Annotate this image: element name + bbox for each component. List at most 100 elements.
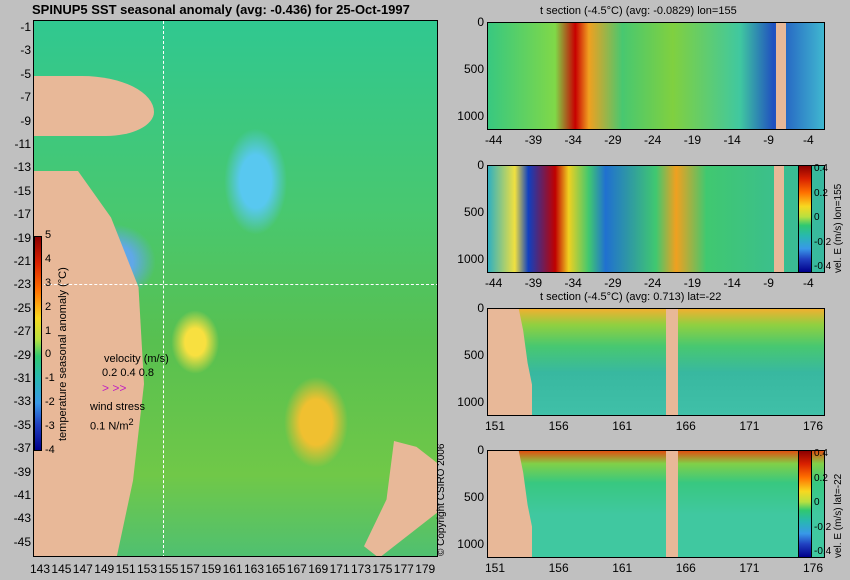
panel-x-tick: -34: [564, 133, 582, 147]
sst-colorbar-tick: 0: [45, 348, 52, 361]
panel-x-tick: -34: [564, 276, 582, 290]
panel-x-tick: -9: [763, 276, 774, 290]
velocity-colorbar-tick: 0.4: [814, 448, 828, 459]
map-x-tick: 159: [201, 562, 222, 576]
panel-y-tick: 500: [463, 62, 484, 76]
panel-x-tick: 161: [612, 561, 633, 575]
velocity-colorbar-tick: 0: [814, 212, 820, 223]
map-x-tick: 157: [179, 562, 200, 576]
sst-colorbar-tick: 5: [45, 229, 52, 241]
map-y-tick: -3: [20, 43, 31, 58]
wind-stress-label: wind stress: [90, 401, 146, 413]
land-mask: [774, 166, 784, 272]
panel-x-tick: -4: [803, 276, 814, 290]
coast-land-mask: [488, 309, 532, 415]
panel-x-tick: 151: [485, 561, 506, 575]
panel-x-tick: 161: [612, 419, 633, 433]
island-land-mask: [666, 451, 678, 557]
panel-x-tick: -44: [485, 276, 503, 290]
panel-x-tick: -39: [524, 276, 543, 290]
map-x-tick: 151: [115, 562, 136, 576]
velocity-colorbar: [798, 450, 812, 558]
sst-colorbar-tick: 1: [45, 324, 52, 337]
velocity-colorbar-tick: -0.2: [814, 236, 832, 248]
map-y-tick: -27: [13, 324, 31, 339]
panel-y-tick: 500: [463, 348, 484, 362]
sst-colorbar-label: temperature seasonal anomaly (°C): [57, 267, 69, 441]
velocity-colorbar-tick: -0.4: [814, 546, 832, 557]
panel-y-tick: 0: [477, 301, 484, 315]
sst-colorbar-tick: -2: [45, 396, 55, 409]
velocity-colorbar-tick: 0.2: [814, 187, 828, 199]
velocity-label: velocity (m/s): [104, 353, 169, 365]
sst-colorbar-tick: -1: [45, 372, 55, 385]
island-land-mask: [666, 309, 678, 415]
map-title: SPINUP5 SST seasonal anomaly (avg: -0.43…: [32, 2, 410, 17]
velocity-scale: 0.2 0.4 0.8: [102, 367, 154, 379]
velocity-colorbar-label: vel. E (m/s) lon=155: [833, 183, 844, 273]
sst-colorbar-tick: 4: [45, 252, 52, 265]
new-zealand-land: [364, 441, 437, 556]
velocity-colorbar-label: vel. E (m/s) lat=-22: [833, 473, 844, 558]
sst-map: temperature seasonal anomaly (°C) veloci…: [33, 20, 438, 557]
map-y-tick: -11: [14, 137, 31, 151]
map-y-tick: -45: [13, 534, 31, 549]
map-x-tick: 143: [30, 562, 51, 576]
new-guinea-land: [34, 76, 154, 136]
panel-x-tick: 166: [675, 561, 696, 575]
panel-x-tick: 176: [803, 419, 824, 433]
panel-y-tick: 0: [477, 15, 484, 29]
panel-x-tick: -19: [683, 133, 702, 147]
map-y-tick: -23: [13, 277, 31, 292]
map-x-tick: 167: [286, 562, 307, 576]
map-x-tick: 179: [415, 562, 436, 576]
panel-x-tick: -14: [723, 276, 741, 290]
velocity-colorbar-tick: -0.2: [814, 521, 832, 533]
panel-x-tick: -29: [604, 276, 622, 290]
panel-x-tick: 171: [739, 561, 760, 575]
map-y-tick: -33: [13, 394, 31, 409]
panel-x-tick: -24: [644, 276, 662, 290]
panel-x-tick: 166: [675, 419, 696, 433]
velocity-colorbar: [798, 165, 812, 273]
map-y-tick: -21: [13, 254, 31, 268]
panel-y-tick: 1000: [457, 537, 484, 551]
wind-stress-scale-sup: 2: [128, 417, 134, 427]
map-y-tick: -25: [13, 300, 31, 315]
panel-x-tick: -44: [485, 133, 503, 147]
panel-x-tick: -4: [803, 133, 814, 147]
crosshair-horizontal: [34, 284, 437, 285]
map-y-tick: -35: [13, 417, 31, 432]
panel-y-tick: 500: [463, 205, 484, 219]
sst-colorbar-tick: 3: [45, 276, 52, 289]
section-panel: [487, 22, 825, 130]
map-y-tick: -31: [13, 371, 31, 385]
map-y-tick: -5: [20, 66, 31, 81]
wind-stress-scale: 0.1 N/m2: [90, 417, 134, 433]
panel-x-tick: -14: [723, 133, 741, 147]
velocity-colorbar-tick: 0.2: [814, 472, 828, 484]
panel-x-tick: 156: [548, 561, 569, 575]
land-mask: [776, 23, 786, 129]
section-panel: [487, 450, 825, 558]
map-y-tick: -13: [13, 160, 31, 175]
coast-land-mask: [488, 451, 532, 557]
map-x-tick: 173: [351, 562, 372, 576]
map-x-tick: 171: [329, 562, 350, 576]
panel-title: t section (-4.5°C) (avg: 0.713) lat=-22: [540, 291, 722, 303]
section-panel: [487, 165, 825, 273]
map-x-tick: 161: [222, 562, 243, 576]
map-y-tick: -19: [13, 230, 31, 245]
panel-x-tick: -24: [644, 133, 662, 147]
velocity-colorbar-tick: -0.4: [814, 261, 832, 272]
panel-y-tick: 1000: [457, 109, 484, 123]
panel-x-tick: 171: [739, 419, 760, 433]
panel-x-tick: 156: [548, 419, 569, 433]
map-y-tick: -37: [13, 441, 31, 456]
panel-x-tick: -9: [763, 133, 774, 147]
wind-stress-scale-text: 0.1 N/m: [90, 420, 129, 433]
map-x-tick: 149: [94, 562, 115, 576]
velocity-colorbar-tick: 0.4: [814, 163, 828, 174]
panel-y-tick: 0: [477, 158, 484, 172]
sst-colorbar-tick: -3: [45, 420, 55, 433]
